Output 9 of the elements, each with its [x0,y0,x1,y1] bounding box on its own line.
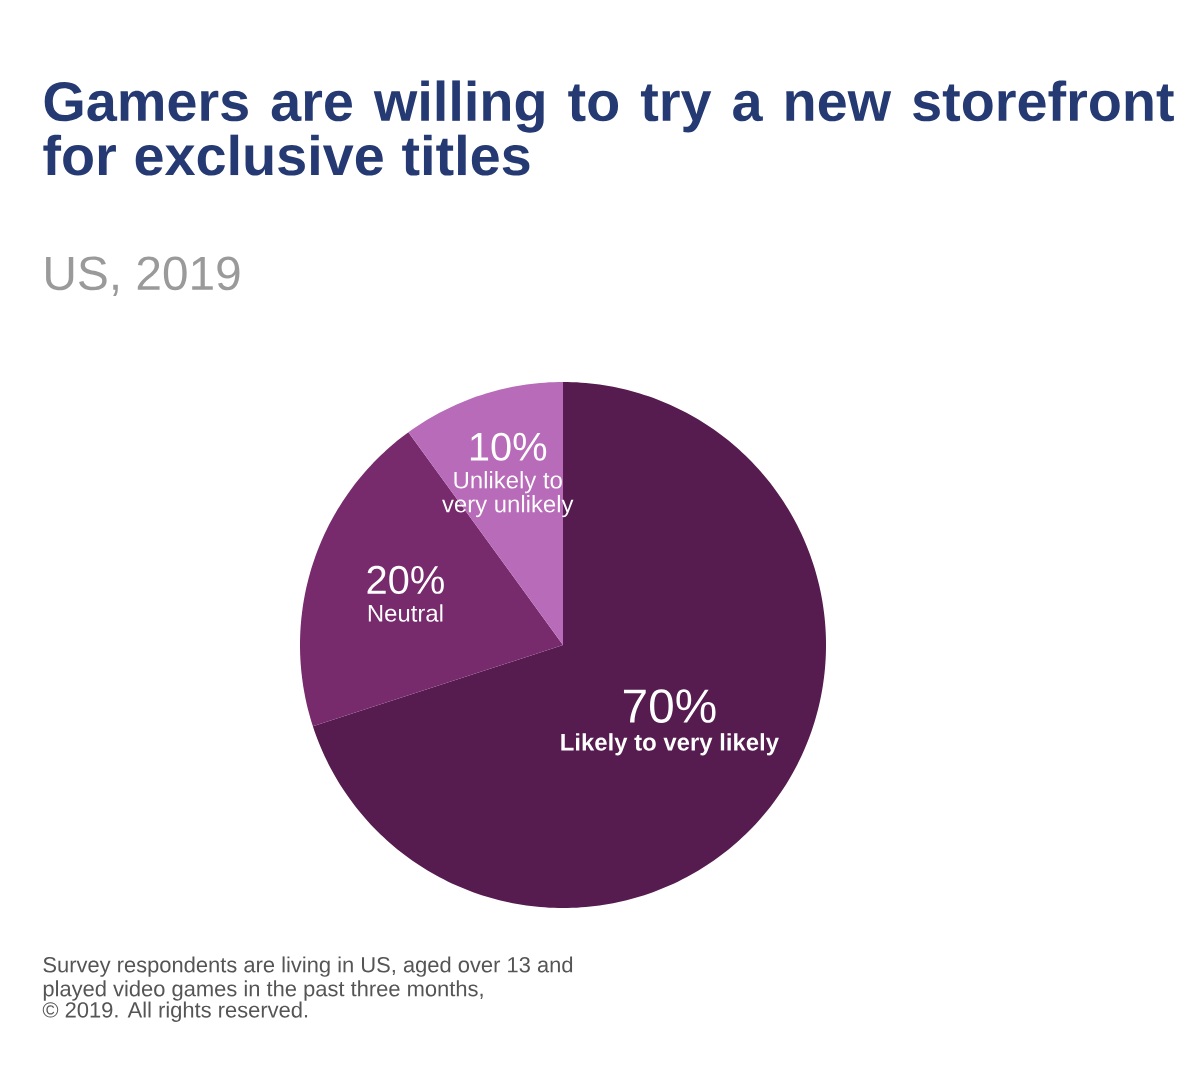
data-label: 20% [367,565,444,595]
slice-label: Neutral [368,604,443,622]
text: Survey respondents are living in US, aged over 13 and played video games in the past three months, [43,956,573,1001]
data-label: 70% [623,689,716,724]
text: © 2019. All rights reserved. [42,1001,308,1022]
slice-label: Likely to very likely [561,733,779,756]
chart-title: Gamers are willing to try a new storefront for exclusive titles [43,80,1174,176]
chart-subtitle: US, 2019 [46,256,240,296]
data-label: 10% [470,432,547,461]
